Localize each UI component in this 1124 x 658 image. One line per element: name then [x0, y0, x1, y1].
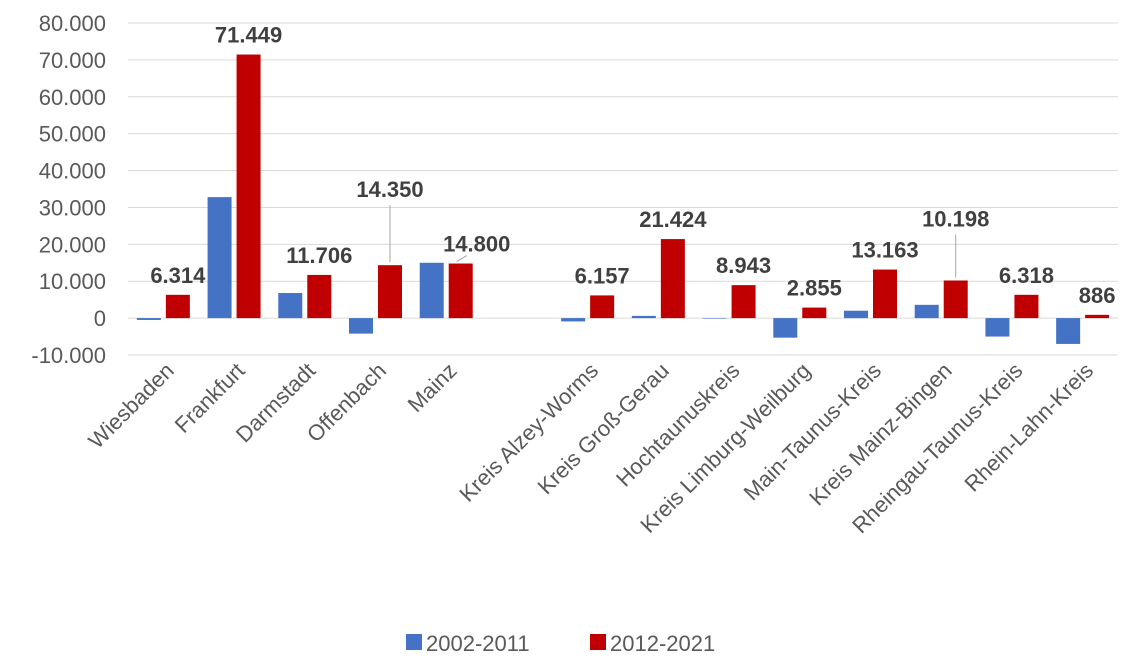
bar-2012-2021-Mainz [448, 263, 473, 319]
data-labels: 6.314 71.449 11.706 14.350 14.800 6.157 21.424… [150, 23, 1115, 308]
y-tick-label: 70.000 [39, 48, 106, 73]
bar-2012-2021-Wiesbaden [165, 294, 190, 319]
data-label: 2.855 [787, 276, 842, 301]
y-tick-label: 80.000 [39, 11, 106, 36]
data-label: 8.943 [716, 253, 771, 278]
leader-line [456, 255, 467, 262]
x-tick-label: Mainz [403, 358, 462, 417]
bar-2012-2021-Rheingau-Taunus-Kreis [1014, 294, 1039, 319]
bar-2012-2021-Frankfurt [236, 54, 261, 319]
bar-2002-2011-Frankfurt [207, 197, 232, 319]
y-tick-label: -10.000 [31, 343, 106, 368]
y-axis: 80.000 70.000 60.000 50.000 40.000 30.000 20.0… [31, 11, 106, 368]
legend-label-2012-2021: 2012-2021 [610, 631, 715, 656]
bar-2012-2021-Darmstadt [307, 274, 332, 319]
data-label: 14.350 [356, 177, 423, 202]
legend-swatch-2012-2021 [590, 634, 606, 650]
data-label: 886 [1079, 283, 1116, 308]
y-tick-label: 20.000 [39, 232, 106, 257]
data-label: 6.318 [999, 263, 1054, 288]
x-tick-label: Main-Taunus-Kreis [739, 358, 886, 505]
bar-2012-2021-Rhein-Lahn-Kreis [1085, 314, 1110, 319]
bar-2002-2011-Darmstadt [278, 293, 303, 319]
gridlines [128, 22, 1118, 356]
data-label: 21.424 [639, 207, 707, 232]
bar-2002-2011-Kreis Limburg-Weilburg [773, 318, 798, 338]
legend: 2002-2011 2012-2021 [406, 631, 715, 656]
data-label: 13.163 [851, 238, 918, 263]
bar-2002-2011-Kreis Alzey-Worms [561, 318, 586, 322]
y-tick-label: 40.000 [39, 159, 106, 184]
data-label: 71.449 [215, 23, 282, 48]
y-tick-label: 60.000 [39, 85, 106, 110]
bar-2012-2021-Kreis Alzey-Worms [590, 295, 615, 319]
x-tick-label: Wiesbaden [83, 358, 179, 454]
legend-swatch-2002-2011 [406, 634, 422, 650]
bar-2002-2011-Wiesbaden [136, 318, 161, 320]
bar-2012-2021-Hochtaunuskreis [731, 285, 756, 319]
leader-lines [389, 205, 957, 278]
bar-2012-2021-Main-Taunus-Kreis [873, 269, 897, 319]
x-tick-label: Hochtaunuskreis [611, 358, 745, 492]
bar-2002-2011-Mainz [419, 262, 444, 319]
y-tick-label: 50.000 [39, 122, 106, 147]
y-tick-label: 10.000 [39, 269, 106, 294]
bar-2002-2011-Kreis Mainz-Bingen [914, 304, 939, 319]
bar-2012-2021-Kreis Mainz-Bingen [943, 280, 968, 319]
bar-2012-2021-Kreis Groß-Gerau [660, 239, 685, 319]
bars [136, 54, 1110, 344]
x-tick-label: Kreis Groß-Gerau [533, 358, 674, 499]
data-label: 6.157 [575, 263, 630, 288]
bar-2012-2021-Offenbach [378, 265, 402, 319]
data-label: 11.706 [286, 243, 352, 268]
y-tick-label: 0 [94, 306, 106, 331]
legend-label-2002-2011: 2002-2011 [426, 631, 530, 656]
bar-2002-2011-Main-Taunus-Kreis [844, 310, 868, 319]
y-tick-label: 30.000 [39, 195, 106, 220]
bar-2002-2011-Kreis Groß-Gerau [631, 315, 656, 319]
bar-2002-2011-Rheingau-Taunus-Kreis [985, 318, 1010, 337]
x-tick-label: Rhein-Lahn-Kreis [959, 358, 1098, 497]
bar-2012-2021-Kreis Limburg-Weilburg [802, 307, 827, 319]
bar-2002-2011-Hochtaunuskreis [702, 318, 727, 319]
bar-2002-2011-Offenbach [349, 318, 373, 334]
bar-2002-2011-Rhein-Lahn-Kreis [1056, 318, 1081, 344]
data-label: 14.800 [443, 232, 510, 257]
data-label: 6.314 [150, 263, 206, 288]
data-label: 10.198 [922, 206, 989, 231]
